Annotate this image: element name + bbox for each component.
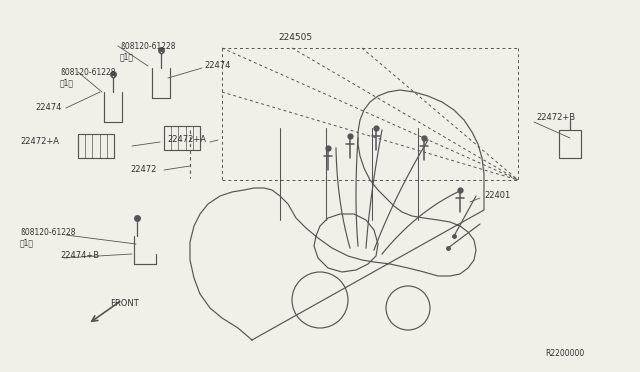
Text: ß08120-61228
（1）: ß08120-61228 （1）: [20, 228, 76, 247]
Text: FRONT: FRONT: [110, 299, 139, 308]
Bar: [559, 130, 581, 158]
Text: 22472+A: 22472+A: [167, 135, 206, 144]
Text: 224505: 224505: [278, 33, 312, 42]
Bar: [78, 134, 114, 158]
Text: 22472+A: 22472+A: [20, 138, 59, 147]
Text: ß08120-61228
（1）: ß08120-61228 （1）: [120, 42, 175, 61]
Text: 22474+B: 22474+B: [60, 250, 99, 260]
Text: 22474: 22474: [204, 61, 230, 70]
Bar: [164, 126, 200, 150]
Text: 22474: 22474: [36, 103, 62, 112]
Text: 22472+B: 22472+B: [536, 113, 575, 122]
Text: ß08120-61228
（1）: ß08120-61228 （1）: [60, 68, 115, 87]
Text: R2200000: R2200000: [545, 350, 584, 359]
Text: 22472: 22472: [130, 166, 156, 174]
Text: 22401: 22401: [484, 190, 510, 199]
